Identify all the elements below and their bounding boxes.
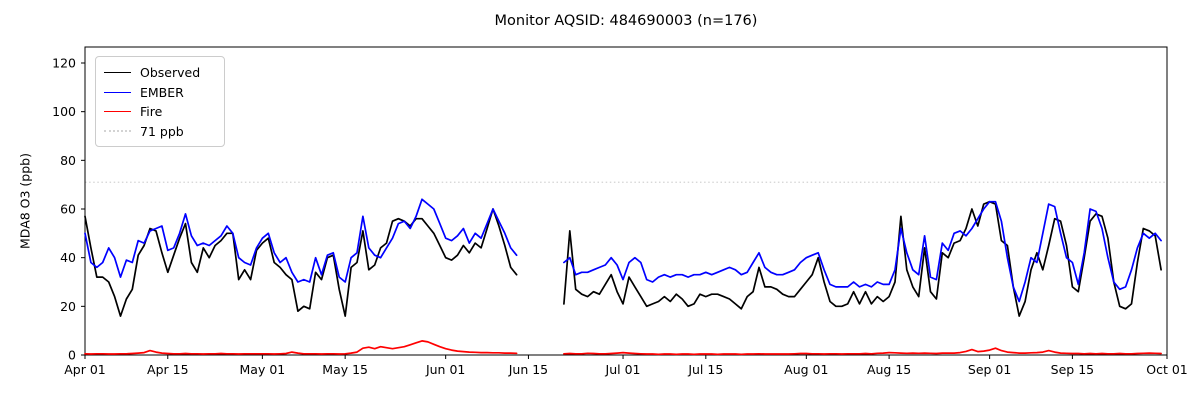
x-tick-label: Aug 15 xyxy=(867,362,911,377)
legend-label-threshold: 71 ppb xyxy=(140,123,184,139)
x-tick-label: Aug 01 xyxy=(784,362,828,377)
legend-label-observed: Observed xyxy=(140,65,201,81)
x-tick-label: Jun 15 xyxy=(508,362,548,377)
threshold-line-swatch xyxy=(104,130,131,133)
x-tick-label: May 15 xyxy=(322,362,368,377)
plot-frame xyxy=(84,46,1168,356)
legend-item-threshold: 71 ppb xyxy=(104,122,216,142)
y-tick-label: 100 xyxy=(52,104,76,119)
y-tick-label: 60 xyxy=(60,202,76,217)
fire-line xyxy=(84,340,1162,356)
y-tick-label: 120 xyxy=(52,56,76,71)
x-tick-label: Jul 15 xyxy=(687,362,723,377)
x-tick-label: Jun 01 xyxy=(425,362,465,377)
x-tick-label: Oct 01 xyxy=(1146,362,1188,377)
legend-item-fire: Fire xyxy=(104,102,216,122)
legend-item-observed: Observed xyxy=(104,63,216,83)
ember-line xyxy=(84,198,1162,303)
ember-line-swatch xyxy=(104,91,131,93)
fire-line-swatch xyxy=(104,111,131,113)
legend-label-ember: EMBER xyxy=(140,84,184,100)
x-tick-label: Sep 01 xyxy=(968,362,1011,377)
x-tick-label: Apr 01 xyxy=(64,362,106,377)
y-axis-label: MDA8 O3 (ppb) xyxy=(17,153,33,249)
x-tick-label: May 01 xyxy=(240,362,286,377)
y-tick-label: 40 xyxy=(60,250,76,265)
chart-title: Monitor AQSID: 484690003 (n=176) xyxy=(494,13,758,29)
y-tick-label: 20 xyxy=(60,299,76,314)
legend: Observed EMBER Fire 71 ppb xyxy=(95,56,225,147)
x-tick-label: Jul 01 xyxy=(605,362,641,377)
observed-line-swatch xyxy=(104,72,131,74)
y-tick-label: 0 xyxy=(68,348,76,363)
y-tick-label: 80 xyxy=(60,153,76,168)
x-tick-label: Apr 15 xyxy=(147,362,189,377)
observed-line xyxy=(84,200,1162,317)
legend-label-fire: Fire xyxy=(140,104,163,120)
legend-item-ember: EMBER xyxy=(104,83,216,103)
x-tick-label: Sep 15 xyxy=(1051,362,1094,377)
